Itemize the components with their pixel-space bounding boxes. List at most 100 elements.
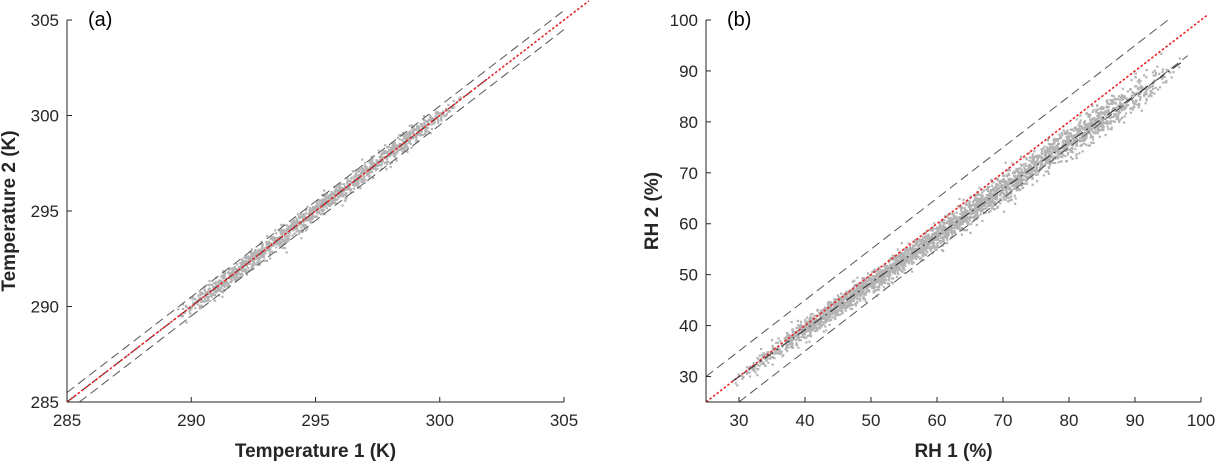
scatter-point <box>371 160 374 163</box>
scatter-point <box>970 216 973 219</box>
scatter-point <box>1085 130 1089 133</box>
scatter-point <box>1022 182 1025 185</box>
scatter-point <box>789 337 792 341</box>
scatter-point <box>1091 130 1094 133</box>
scatter-point <box>880 272 883 275</box>
scatter-point <box>214 290 217 293</box>
scatter-point <box>850 304 853 307</box>
scatter-point <box>355 177 358 180</box>
scatter-point <box>902 260 905 263</box>
scatter-point <box>324 200 327 203</box>
scatter-point <box>1123 115 1126 118</box>
scatter-point <box>1080 124 1083 127</box>
scatter-point <box>1126 90 1129 93</box>
scatter-point <box>778 350 781 354</box>
scatter-point <box>288 231 291 234</box>
scatter-point <box>1046 170 1049 173</box>
scatter-point <box>1097 128 1100 131</box>
scatter-point <box>829 301 832 304</box>
scatter-point <box>343 183 346 186</box>
scatter-point <box>1161 77 1164 80</box>
y-tick-label: 80 <box>679 113 698 132</box>
scatter-point <box>820 325 823 328</box>
scatter-point <box>1120 94 1123 97</box>
scatter-point <box>862 289 866 292</box>
scatter-point <box>974 209 977 212</box>
scatter-point <box>1005 186 1008 189</box>
scatter-point <box>243 256 246 259</box>
scatter-point <box>980 193 983 196</box>
scatter-point <box>431 123 434 126</box>
scatter-point <box>1136 80 1139 83</box>
scatter-point <box>1119 104 1122 107</box>
scatter-point <box>1118 98 1121 101</box>
scatter-point <box>986 187 989 190</box>
scatter-point <box>939 228 942 231</box>
scatter-point <box>1099 116 1102 120</box>
scatter-point <box>1111 109 1114 112</box>
scatter-point <box>1117 112 1120 115</box>
scatter-point <box>1008 199 1011 202</box>
scatter-point <box>836 302 839 305</box>
scatter-point <box>834 317 837 321</box>
scatter-point <box>978 208 982 211</box>
scatter-point <box>1008 179 1011 182</box>
scatter-point <box>1028 156 1031 159</box>
scatter-point <box>437 121 440 124</box>
scatter-point <box>828 305 831 308</box>
scatter-point <box>307 218 310 222</box>
scatter-point <box>991 196 994 199</box>
scatter-point <box>768 354 771 357</box>
scatter-points <box>177 96 462 324</box>
scatter-point <box>225 279 228 283</box>
scatter-point <box>825 310 828 313</box>
scatter-point <box>931 226 934 229</box>
scatter-point <box>989 196 992 200</box>
scatter-point <box>949 230 952 233</box>
scatter-point <box>853 285 856 288</box>
scatter-point <box>935 235 938 238</box>
scatter-point <box>838 302 842 305</box>
scatter-point <box>384 144 387 147</box>
scatter-point <box>779 340 782 343</box>
scatter-point <box>265 259 269 262</box>
scatter-point <box>887 272 890 275</box>
scatter-point <box>1083 142 1086 145</box>
scatter-point <box>971 210 975 213</box>
scatter-point <box>1095 111 1098 114</box>
scatter-point <box>871 277 874 280</box>
scatter-point <box>937 235 941 238</box>
scatter-point <box>1035 154 1038 157</box>
x-tick-label: 285 <box>53 411 81 430</box>
scatter-point <box>1034 168 1038 171</box>
scatter-point <box>406 146 409 149</box>
scatter-point <box>363 178 366 181</box>
panel-label: (b) <box>727 9 751 31</box>
scatter-point <box>909 255 912 258</box>
scatter-point <box>771 363 774 366</box>
scatter-point <box>1056 139 1059 142</box>
scatter-point <box>1052 149 1055 152</box>
scatter-point <box>254 249 257 253</box>
scatter-point <box>916 255 919 259</box>
scatter-point <box>407 139 411 142</box>
scatter-point <box>1036 161 1039 165</box>
scatter-point <box>183 312 186 315</box>
scatter-point <box>212 282 215 285</box>
scatter-point <box>304 218 307 221</box>
scatter-point <box>1072 135 1075 138</box>
scatter-point <box>191 296 194 299</box>
scatter-point <box>897 272 900 275</box>
y-tick-label: 90 <box>679 62 698 81</box>
scatter-point <box>835 298 838 301</box>
scatter-point <box>1024 182 1027 185</box>
scatter-point <box>992 188 995 191</box>
scatter-point <box>814 330 817 333</box>
scatter-point <box>1089 114 1092 117</box>
scatter-point <box>306 227 309 230</box>
scatter-point <box>1072 129 1075 132</box>
scatter-point <box>1134 102 1137 105</box>
scatter-point <box>1101 111 1104 114</box>
scatter-point <box>859 299 862 302</box>
scatter-point <box>1070 134 1073 137</box>
